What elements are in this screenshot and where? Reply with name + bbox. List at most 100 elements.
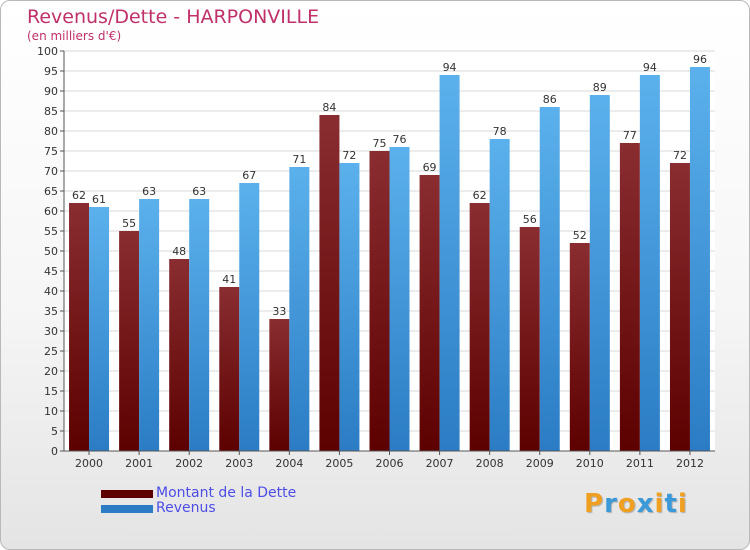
x-tick-label-2003: 2003: [225, 457, 253, 470]
data-label-revenus-2009: 86: [543, 93, 557, 106]
bar-revenus-2003: [239, 183, 260, 451]
legend-label-dette: Montant de la Dette: [156, 485, 297, 501]
bar-dette-2009: [519, 227, 540, 451]
y-tick-label: 85: [44, 105, 58, 118]
data-label-dette-2010: 52: [573, 229, 587, 242]
logo-letter: o: [617, 489, 637, 519]
axes: 0 5 10 15 20 25 30 35 40 45 50 55 60 65 70 75 80 85 90 95 10…: [37, 45, 715, 470]
bar-revenus-2009: [539, 107, 560, 451]
bar-revenus-2010: [589, 95, 610, 451]
y-tick-label: 95: [44, 65, 58, 78]
x-tick-label-2000: 2000: [75, 457, 103, 470]
data-label-revenus-2006: 76: [393, 133, 407, 146]
proxiti-logo: Proxiti: [584, 489, 688, 519]
data-label-revenus-2011: 94: [643, 61, 657, 74]
bar-dette-2007: [419, 175, 440, 451]
data-label-dette-2003: 41: [222, 273, 236, 286]
logo-letter: P: [584, 489, 605, 519]
data-label-dette-2002: 48: [172, 245, 186, 258]
y-tick-label: 60: [44, 205, 58, 218]
data-label-revenus-2000: 61: [92, 193, 106, 206]
bar-dette-2006: [369, 151, 390, 451]
bar-revenus-2008: [489, 139, 510, 451]
logo-letter: t: [664, 489, 678, 519]
bar-dette-2008: [469, 203, 490, 451]
legend-item-revenus: Revenus: [101, 500, 361, 517]
logo-letter: x: [636, 489, 655, 519]
data-labels: 62 61 55 63 48 63 41 67 33 71 84 72 75 76 69 94 62 78 56 86…: [72, 53, 707, 318]
legend-swatch-revenus: [101, 505, 153, 513]
data-label-revenus-2002: 63: [192, 185, 206, 198]
x-tick-label-2007: 2007: [426, 457, 454, 470]
y-tick-label: 25: [44, 345, 58, 358]
bar-revenus-2004: [289, 167, 310, 451]
bar-revenus-2012: [689, 67, 710, 451]
data-label-dette-2006: 75: [373, 137, 387, 150]
legend-label-revenus: Revenus: [156, 500, 216, 516]
bar-dette-2004: [269, 319, 290, 451]
data-label-revenus-2003: 67: [242, 169, 256, 182]
bar-dette-2000: [69, 203, 90, 451]
bar-revenus-2000: [89, 207, 110, 451]
x-tick-label-2004: 2004: [275, 457, 303, 470]
bar-revenus-2002: [189, 199, 210, 451]
x-tick-label-2012: 2012: [676, 457, 704, 470]
x-tick-label-2001: 2001: [125, 457, 153, 470]
data-label-revenus-2012: 96: [693, 53, 707, 66]
x-tick-label-2011: 2011: [626, 457, 654, 470]
x-tick-label-2005: 2005: [325, 457, 353, 470]
x-tick-label-2008: 2008: [476, 457, 504, 470]
data-label-dette-2007: 69: [423, 161, 437, 174]
data-label-revenus-2007: 94: [443, 61, 457, 74]
y-tick-label: 30: [44, 325, 58, 338]
y-tick-label: 75: [44, 145, 58, 158]
x-tick-label-2010: 2010: [576, 457, 604, 470]
y-tick-label: 20: [44, 365, 58, 378]
legend-item-dette: Montant de la Dette: [101, 485, 361, 502]
bar-revenus-2001: [139, 199, 160, 451]
y-tick-label: 70: [44, 165, 58, 178]
data-label-dette-2005: 84: [322, 101, 336, 114]
bar-dette-2012: [669, 163, 690, 451]
bar-revenus-2005: [339, 163, 360, 451]
data-label-dette-2009: 56: [523, 213, 537, 226]
x-tick-label-2006: 2006: [376, 457, 404, 470]
bar-revenus-2006: [389, 147, 410, 451]
y-tick-label: 35: [44, 305, 58, 318]
y-tick-label: 15: [44, 385, 58, 398]
x-tick-label-2009: 2009: [526, 457, 554, 470]
y-tick-label: 40: [44, 285, 58, 298]
y-tick-label: 100: [37, 45, 58, 58]
bars: [69, 67, 710, 451]
bar-dette-2010: [569, 243, 590, 451]
logo-letter: r: [604, 489, 618, 519]
bar-revenus-2011: [639, 75, 660, 451]
data-label-revenus-2010: 89: [593, 81, 607, 94]
bar-revenus-2007: [439, 75, 460, 451]
data-label-dette-2012: 72: [673, 149, 687, 162]
bar-dette-2001: [119, 231, 140, 451]
data-label-dette-2001: 55: [122, 217, 136, 230]
data-label-revenus-2004: 71: [292, 153, 306, 166]
x-tick-label-2002: 2002: [175, 457, 203, 470]
y-tick-label: 80: [44, 125, 58, 138]
y-tick-label: 45: [44, 265, 58, 278]
legend-swatch-dette: [101, 490, 153, 498]
y-tick-label: 10: [44, 405, 58, 418]
y-tick-label: 90: [44, 85, 58, 98]
y-tick-label: 65: [44, 185, 58, 198]
bar-dette-2003: [219, 287, 240, 451]
chart-subtitle: (en milliers d'€): [27, 29, 122, 43]
logo-letter: i: [677, 489, 688, 519]
chart-title: Revenus/Dette - HARPONVILLE: [27, 6, 320, 28]
data-label-dette-2000: 62: [72, 189, 86, 202]
data-label-dette-2004: 33: [272, 305, 286, 318]
logo-letter: i: [654, 489, 665, 519]
bar-dette-2011: [619, 143, 640, 451]
data-label-dette-2011: 77: [623, 129, 637, 142]
y-tick-label: 0: [51, 445, 58, 458]
bar-dette-2005: [319, 115, 340, 451]
data-label-revenus-2005: 72: [342, 149, 356, 162]
data-label-revenus-2008: 78: [493, 125, 507, 138]
